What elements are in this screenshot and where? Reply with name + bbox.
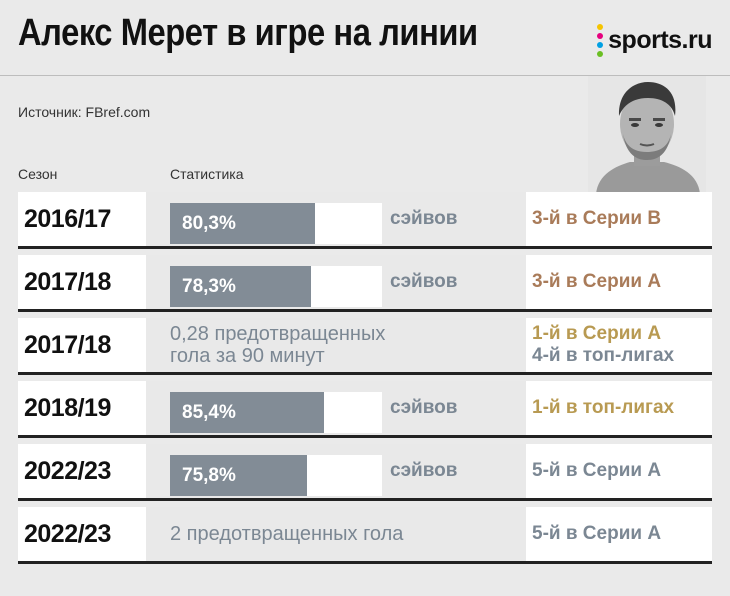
- rank-cell: 1-й в Серии А 4-й в топ-лигах: [532, 318, 712, 372]
- rank-label: 5-й в Серии А: [532, 460, 662, 481]
- bar-track: 80,3%: [170, 203, 382, 244]
- rank-label: 1-й в Серии А: [532, 323, 662, 344]
- header: Алекс Мерет в игре на линии sports.ru: [0, 0, 730, 76]
- stats-table: 2016/17 80,3% сэйвов 3-й в Серии B 2017/18 78…: [18, 192, 712, 570]
- stat-text: 0,28 предотвращенных гола за 90 минут: [170, 318, 385, 372]
- rank-label: 1-й в топ-лигах: [532, 397, 675, 418]
- rank-cell: 3-й в Серии А: [532, 255, 712, 309]
- season-label: 2016/17: [24, 205, 111, 233]
- bar-value-label: 75,8%: [182, 465, 236, 486]
- stat-cell: 85,4% сэйвов: [146, 381, 526, 435]
- table-row: 2016/17 80,3% сэйвов 3-й в Серии B: [18, 192, 712, 249]
- season-label: 2022/23: [24, 457, 111, 485]
- table-row: 2017/18 0,28 предотвращенных гола за 90 ми…: [18, 318, 712, 375]
- unit-label: сэйвов: [390, 460, 458, 481]
- rank-cell: 1-й в топ-лигах: [532, 381, 712, 435]
- stat-text-line: гола за 90 минут: [170, 345, 325, 367]
- rank-cell: 5-й в Серии А: [532, 507, 712, 561]
- bar-track: 75,8%: [170, 455, 382, 496]
- rank-cell: 5-й в Серии А: [532, 444, 712, 498]
- table-row: 2022/23 2 предотвращенных гола 5-й в Серии…: [18, 507, 712, 564]
- logo-text: sports.ru: [608, 25, 712, 54]
- logo-dot: [597, 50, 604, 57]
- logo-dots-icon: [597, 23, 604, 57]
- logo-dot: [597, 41, 604, 48]
- player-photo: [588, 76, 706, 194]
- stat-text-line: 0,28 предотвращенных: [170, 323, 386, 345]
- rank-label: 3-й в Серии B: [532, 208, 662, 229]
- bar-fill: [170, 455, 307, 496]
- logo-dot: [597, 32, 604, 39]
- stat-cell: 2 предотвращенных гола: [146, 507, 526, 561]
- stat-cell: 80,3% сэйвов: [146, 192, 526, 246]
- unit-label: сэйвов: [390, 397, 458, 418]
- logo-dot: [597, 23, 604, 30]
- stat-text-line: 2 предотвращенных гола: [170, 523, 404, 545]
- season-label: 2022/23: [24, 520, 111, 548]
- stat-cell: 0,28 предотвращенных гола за 90 минут: [146, 318, 526, 372]
- bar-fill: [170, 392, 324, 433]
- rank-cell: 3-й в Серии B: [532, 192, 712, 246]
- rank-label: 4-й в топ-лигах: [532, 345, 675, 366]
- season-label: 2017/18: [24, 331, 111, 359]
- bar-value-label: 78,3%: [182, 276, 236, 297]
- season-column-header: Сезон: [18, 166, 58, 182]
- season-label: 2017/18: [24, 268, 111, 296]
- player-portrait-icon: [588, 76, 706, 194]
- header-divider: [0, 75, 730, 76]
- stat-cell: 75,8% сэйвов: [146, 444, 526, 498]
- source-note: Источник: FBref.com: [18, 104, 151, 120]
- stat-text: 2 предотвращенных гола: [170, 507, 403, 561]
- table-row: 2022/23 75,8% сэйвов 5-й в Серии А: [18, 444, 712, 501]
- table-row: 2018/19 85,4% сэйвов 1-й в топ-лигах: [18, 381, 712, 438]
- rank-label: 5-й в Серии А: [532, 523, 662, 544]
- season-label: 2018/19: [24, 394, 111, 422]
- stat-cell: 78,3% сэйвов: [146, 255, 526, 309]
- unit-label: сэйвов: [390, 208, 458, 229]
- bar-value-label: 80,3%: [182, 213, 236, 234]
- table-row: 2017/18 78,3% сэйвов 3-й в Серии А: [18, 255, 712, 312]
- rank-label: 3-й в Серии А: [532, 271, 662, 292]
- bar-value-label: 85,4%: [182, 402, 236, 423]
- sports-ru-logo: sports.ru: [597, 20, 712, 60]
- bar-fill: [170, 266, 311, 307]
- unit-label: сэйвов: [390, 271, 458, 292]
- bar-fill: [170, 203, 315, 244]
- bar-track: 85,4%: [170, 392, 382, 433]
- stat-column-header: Статистика: [170, 166, 244, 182]
- page-title: Алекс Мерет в игре на линии: [18, 12, 478, 54]
- bar-track: 78,3%: [170, 266, 382, 307]
